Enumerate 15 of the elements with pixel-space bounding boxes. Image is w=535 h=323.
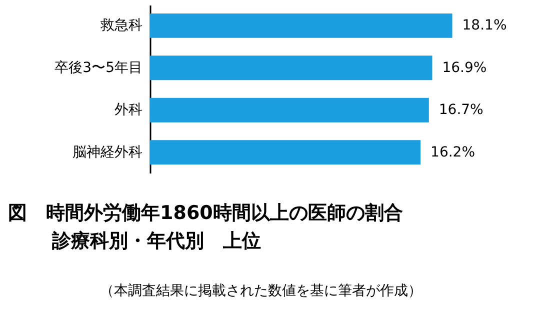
- bar: [150, 140, 421, 165]
- y-tick-label: 脳神経外科: [72, 144, 142, 160]
- bar: [150, 13, 452, 38]
- text: （本調査結果に掲載された数値を基に筆者が作成）: [100, 282, 422, 300]
- y-tick-label: 外科: [114, 102, 142, 118]
- bar: [150, 56, 432, 80]
- text: 診療科別・年代別 上位: [52, 229, 261, 254]
- y-tick-label: 卒後3〜5年目: [54, 60, 142, 76]
- data-label: 16.9%: [442, 60, 487, 76]
- data-label: 16.2%: [430, 144, 476, 160]
- text: 図 時間外労働年1860時間以上の医師の割合: [8, 201, 403, 226]
- data-label: 16.7%: [438, 102, 484, 118]
- bar: [150, 98, 429, 122]
- data-label: 18.1%: [462, 18, 507, 34]
- y-tick-label: 救急科: [100, 18, 142, 34]
